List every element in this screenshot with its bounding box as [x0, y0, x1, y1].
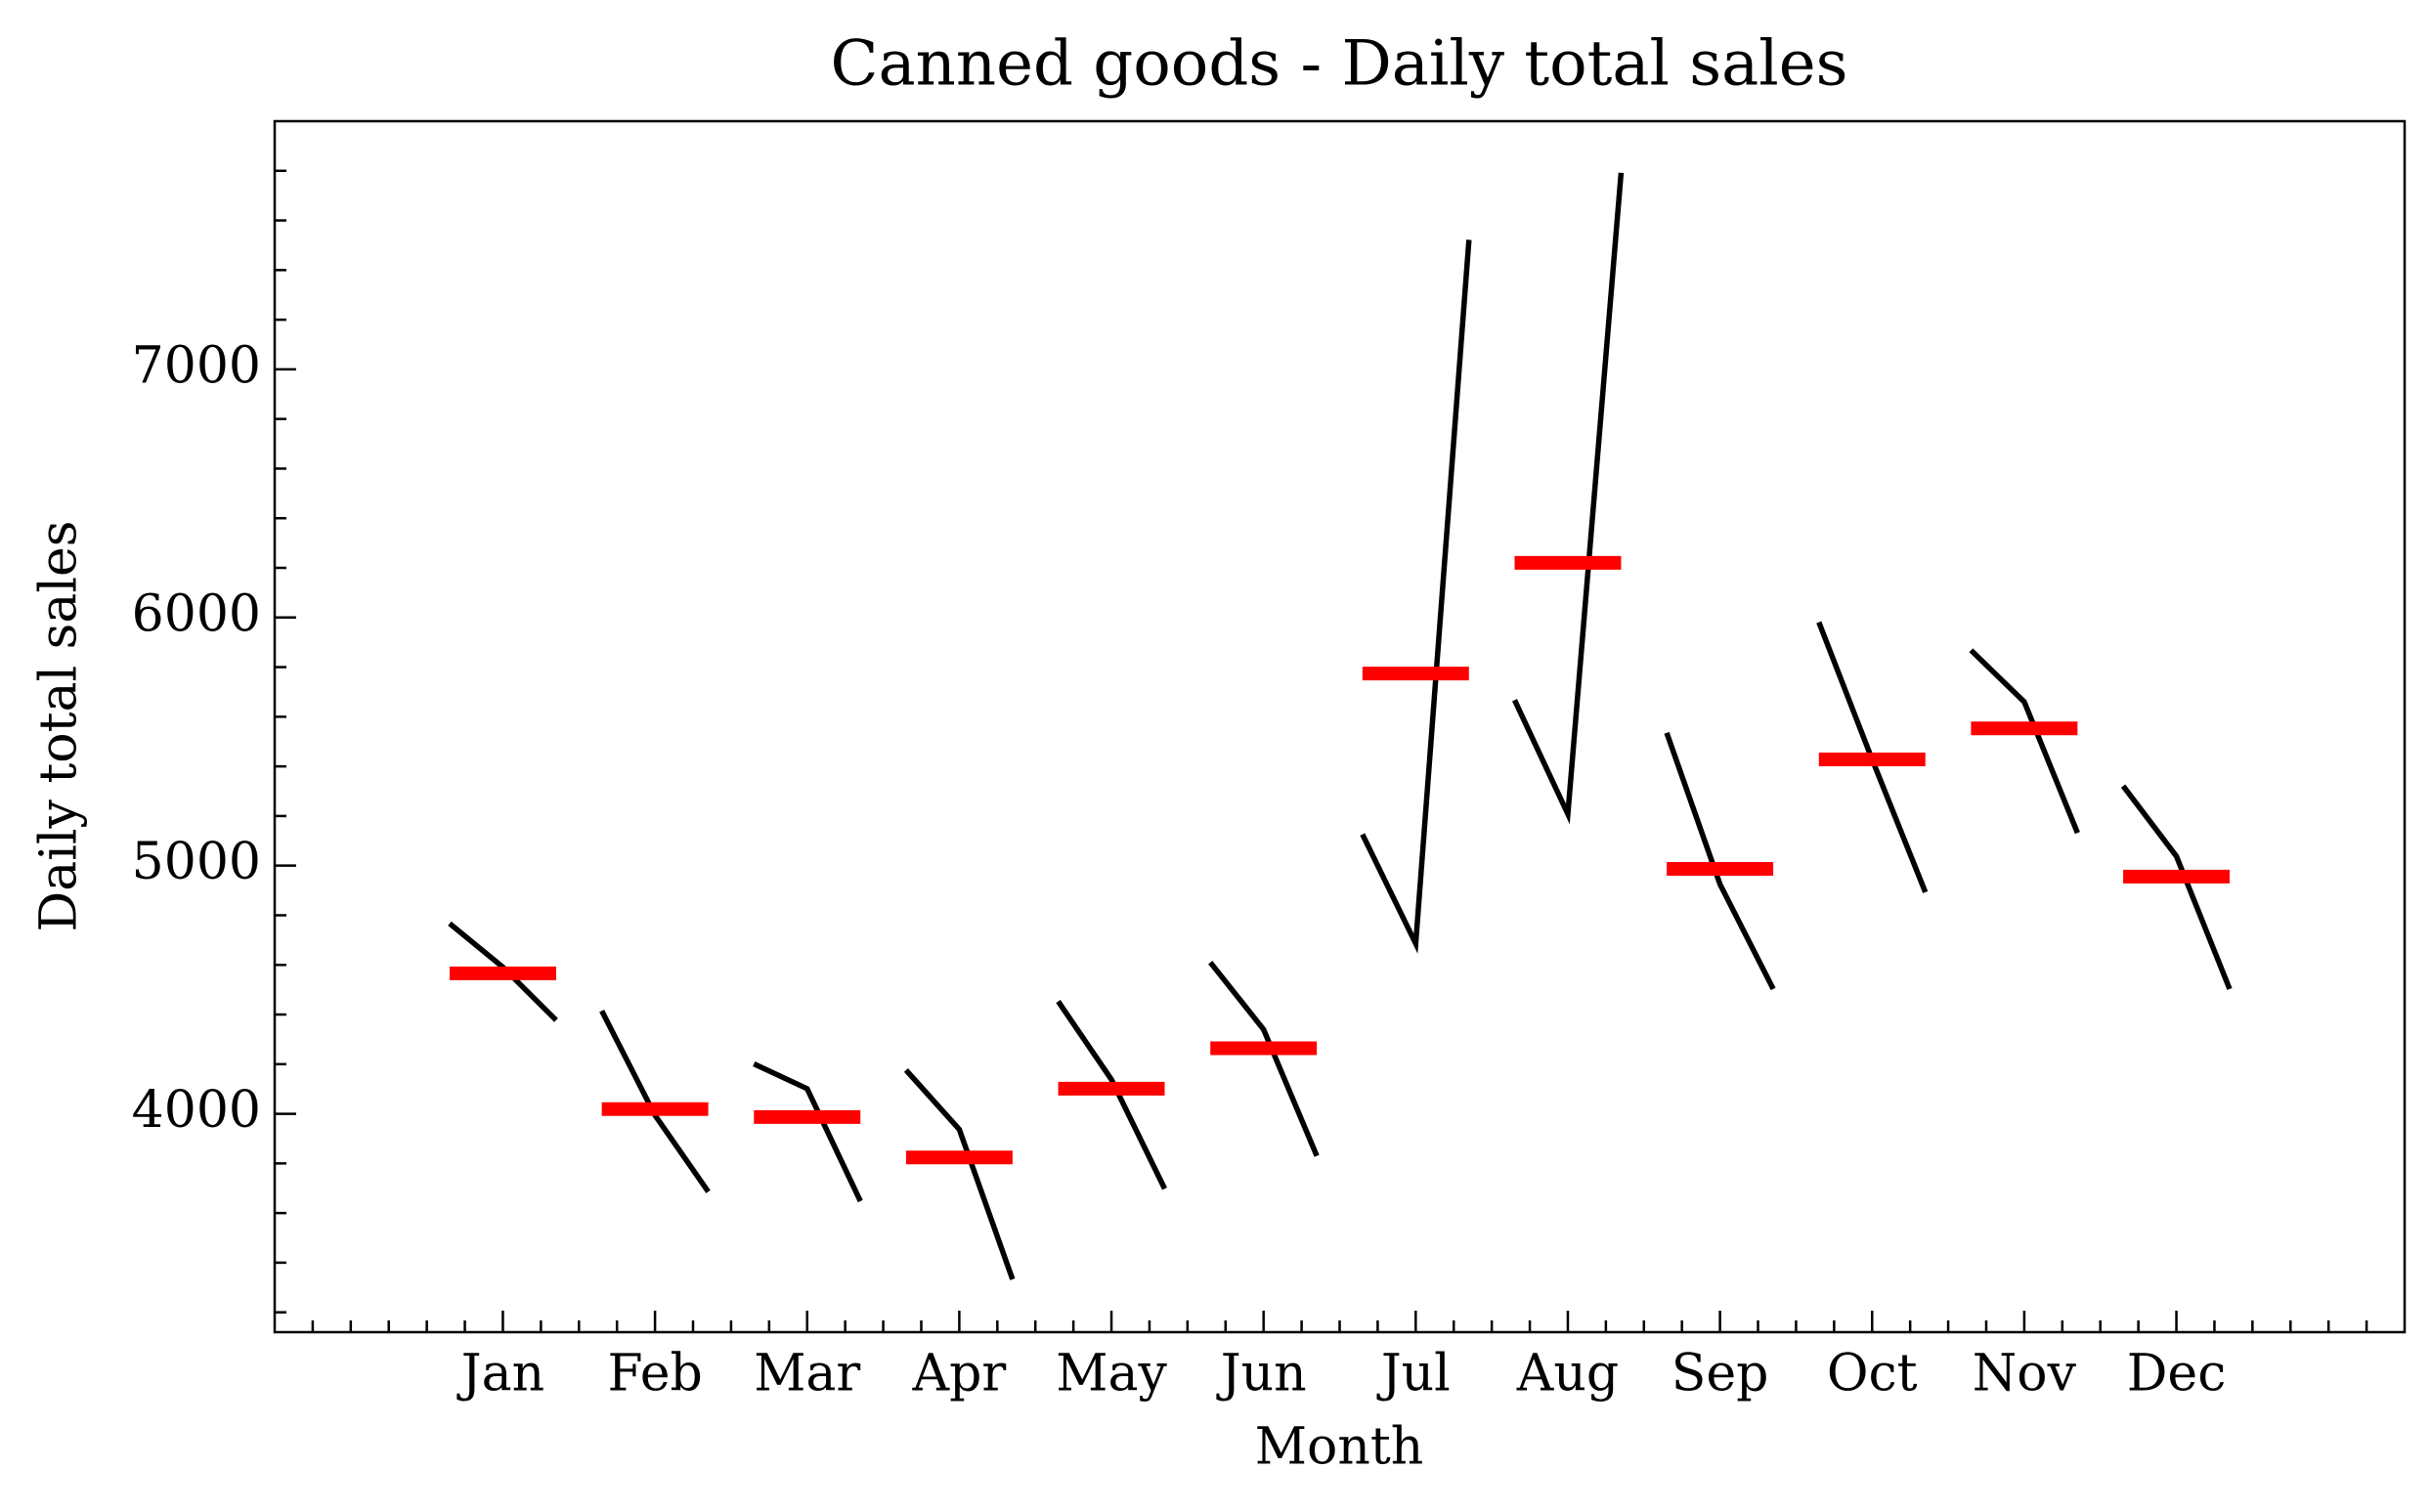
subseries-line: [1969, 648, 2080, 835]
y-tick-label: 7000: [132, 336, 261, 395]
x-axis-label: Month: [1255, 1418, 1423, 1477]
subseries-line: [599, 1009, 711, 1193]
x-tick-label: Feb: [607, 1345, 702, 1404]
x-tick-label: Jun: [1216, 1345, 1307, 1404]
y-axis-label: Daily total sales: [30, 521, 89, 932]
subseries-line: [1511, 172, 1625, 825]
x-tick-label: Dec: [2127, 1345, 2227, 1404]
subseries-line: [1664, 731, 1776, 991]
subseries-line: [1056, 1000, 1167, 1190]
x-tick-label: Jan: [456, 1345, 544, 1404]
x-tick-label: Aug: [1516, 1345, 1619, 1404]
plot-frame: [273, 119, 2407, 1334]
subseries-line: [753, 1061, 863, 1203]
subseries-line: [1208, 960, 1320, 1157]
x-tick-label: Sep: [1671, 1345, 1769, 1404]
y-tick-label: 5000: [132, 833, 261, 891]
chart-title: Canned goods - Daily total sales: [831, 28, 1848, 101]
x-tick-label: May: [1056, 1345, 1167, 1404]
x-tick-label: Mar: [754, 1345, 860, 1404]
x-tick-label: Jul: [1376, 1345, 1451, 1404]
x-tick-label: Apr: [912, 1345, 1007, 1404]
subseries-line: [903, 1068, 1016, 1280]
subseries-line: [1360, 239, 1472, 954]
y-tick-label: 4000: [132, 1081, 261, 1140]
subseries-line: [2120, 784, 2233, 990]
x-tick-label: Nov: [1973, 1345, 2077, 1404]
y-tick-label: 6000: [132, 584, 261, 643]
x-tick-label: Oct: [1827, 1345, 1918, 1404]
